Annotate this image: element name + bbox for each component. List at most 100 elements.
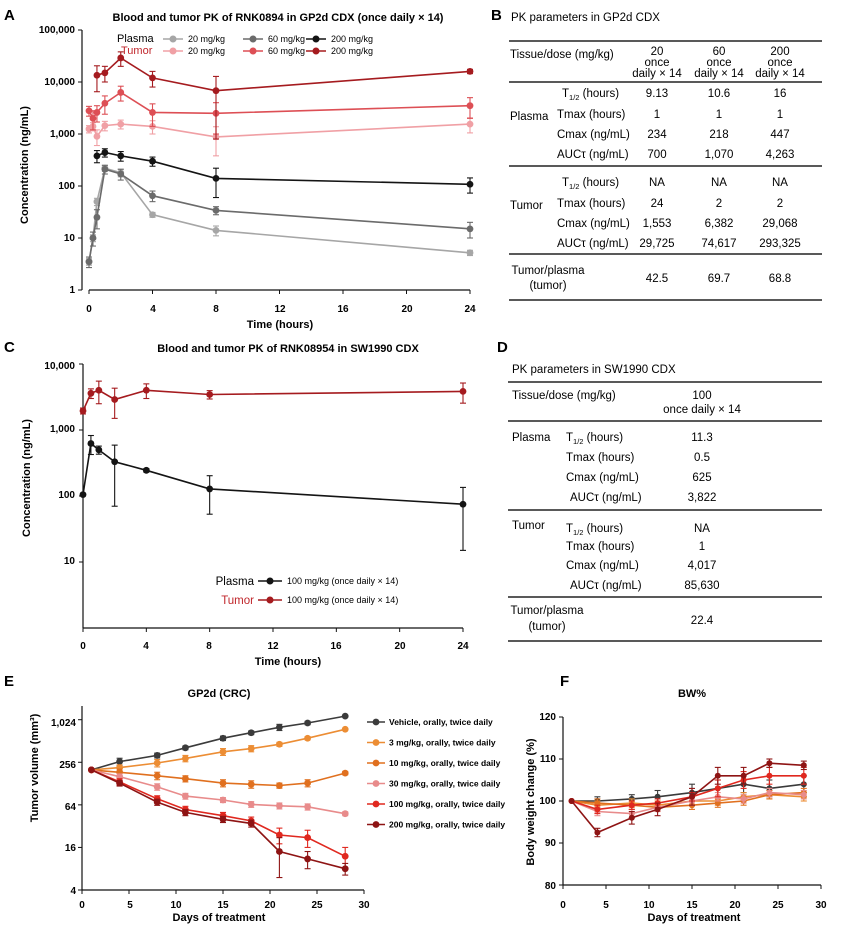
e-point [182, 809, 189, 816]
a-series-line [88, 91, 471, 120]
a-point [101, 149, 109, 156]
panel-b-letter: B [491, 7, 502, 24]
c-point [79, 407, 87, 415]
f-point [714, 785, 721, 792]
f-point [568, 798, 575, 804]
e-point [88, 766, 95, 774]
d-row-label: Tmax (hours) [566, 541, 635, 553]
b-cell: NA [711, 177, 727, 189]
b-row-label: T1/2 (hours) [562, 88, 619, 102]
panel-e-x-label: Days of treatment [173, 912, 266, 924]
a-legend-plasma: Plasma [117, 33, 155, 45]
c-xtick: 24 [457, 641, 469, 652]
d-header-col: once daily × 14 [663, 404, 741, 416]
b-header-col: 200 [770, 46, 789, 58]
b-cell: 6,382 [705, 218, 734, 230]
panel-d-title: PK parameters in SW1990 CDX [512, 364, 676, 376]
c-xtick: 0 [80, 641, 86, 652]
c-legend-dose: 100 mg/kg (once daily × 14) [287, 595, 398, 605]
c-point [87, 389, 95, 397]
b-group-tumor: Tumor [510, 200, 543, 212]
a-point [466, 120, 474, 128]
a-point [101, 165, 109, 173]
f-xtick: 0 [560, 900, 566, 911]
b-header-col: once [707, 57, 732, 69]
b-cell: 218 [709, 129, 728, 141]
e-point [153, 783, 161, 791]
f-xtick: 10 [643, 900, 655, 911]
b-cell: 9.13 [646, 88, 668, 100]
b-header-label: Tissue/dose (mg/kg) [510, 49, 614, 61]
b-cell: 16 [774, 88, 787, 100]
e-point [153, 798, 161, 806]
a-ytick: 10 [64, 233, 76, 244]
f-point [689, 793, 695, 800]
c-series-line [82, 389, 464, 412]
a-point [85, 107, 93, 115]
b-row-label: Cmax (ng/mL) [557, 129, 630, 141]
e-ytick: 16 [65, 843, 77, 854]
c-point [459, 387, 467, 395]
c-legend-dose: 100 mg/kg (once daily × 14) [287, 576, 398, 586]
f-point [766, 760, 773, 767]
d-row-label: T1/2 (hours) [566, 523, 623, 537]
c-xtick: 20 [394, 641, 406, 652]
a-legend-marker [169, 35, 177, 43]
f-point [740, 795, 747, 802]
c-xtick: 4 [143, 641, 149, 652]
plot-layer [78, 29, 822, 894]
a-point [89, 114, 97, 122]
e-point [304, 719, 311, 727]
a-point [117, 152, 125, 160]
b-ratio-label: (tumor) [529, 280, 566, 292]
b-cell: 1,070 [705, 149, 734, 161]
e-point [276, 831, 283, 839]
a-point [212, 87, 220, 95]
f-point [740, 772, 747, 779]
e-ytick: 256 [59, 760, 76, 771]
b-cell: 2 [777, 198, 783, 210]
panel-d-letter: D [497, 339, 508, 356]
d-ratio-label: (tumor) [528, 621, 565, 633]
c-point [95, 446, 103, 454]
f-ytick: 80 [545, 881, 557, 892]
e-legend-label: 100 mg/kg, orally, twice daily [389, 799, 505, 809]
b-cell: 700 [647, 149, 666, 161]
c-point [142, 466, 150, 474]
e-point [116, 758, 123, 765]
e-point [341, 852, 349, 860]
e-xtick: 25 [311, 900, 323, 911]
c-series [79, 434, 467, 551]
e-point [247, 780, 255, 788]
b-cell: 24 [651, 198, 664, 210]
c-series-line [82, 442, 464, 505]
b-cell: 2 [716, 198, 722, 210]
e-point [182, 755, 189, 762]
f-point [800, 762, 807, 769]
a-point [466, 67, 474, 75]
e-point [219, 748, 227, 756]
b-header-col: daily × 14 [755, 68, 805, 80]
f-point [594, 800, 601, 807]
b-ratio-label: Tumor/plasma [511, 265, 585, 277]
e-legend-label: 200 mg/kg, orally, twice daily [389, 820, 505, 830]
c-legend-plasma: Plasma [216, 576, 255, 588]
a-ytick: 1 [69, 285, 75, 296]
a-point [212, 175, 220, 182]
e-point [153, 772, 161, 780]
e-legend-marker [372, 718, 380, 726]
d-row-label: T1/2 (hours) [566, 432, 623, 446]
c-ytick: 10,000 [44, 361, 75, 372]
panel-a-y-label: Concentration (ng/mL) [19, 106, 31, 224]
e-ytick: 64 [65, 802, 77, 813]
a-legend-dose: 20 mg/kg [188, 34, 225, 44]
e-point [247, 745, 255, 752]
b-cell: 1 [716, 109, 722, 121]
b-cell: 69.7 [708, 273, 730, 285]
panel-a-letter: A [4, 7, 15, 24]
c-xtick: 8 [206, 641, 212, 652]
d-cell: NA [694, 523, 710, 535]
e-point [247, 800, 255, 808]
b-cell: 1 [654, 109, 660, 121]
f-point [628, 802, 635, 809]
